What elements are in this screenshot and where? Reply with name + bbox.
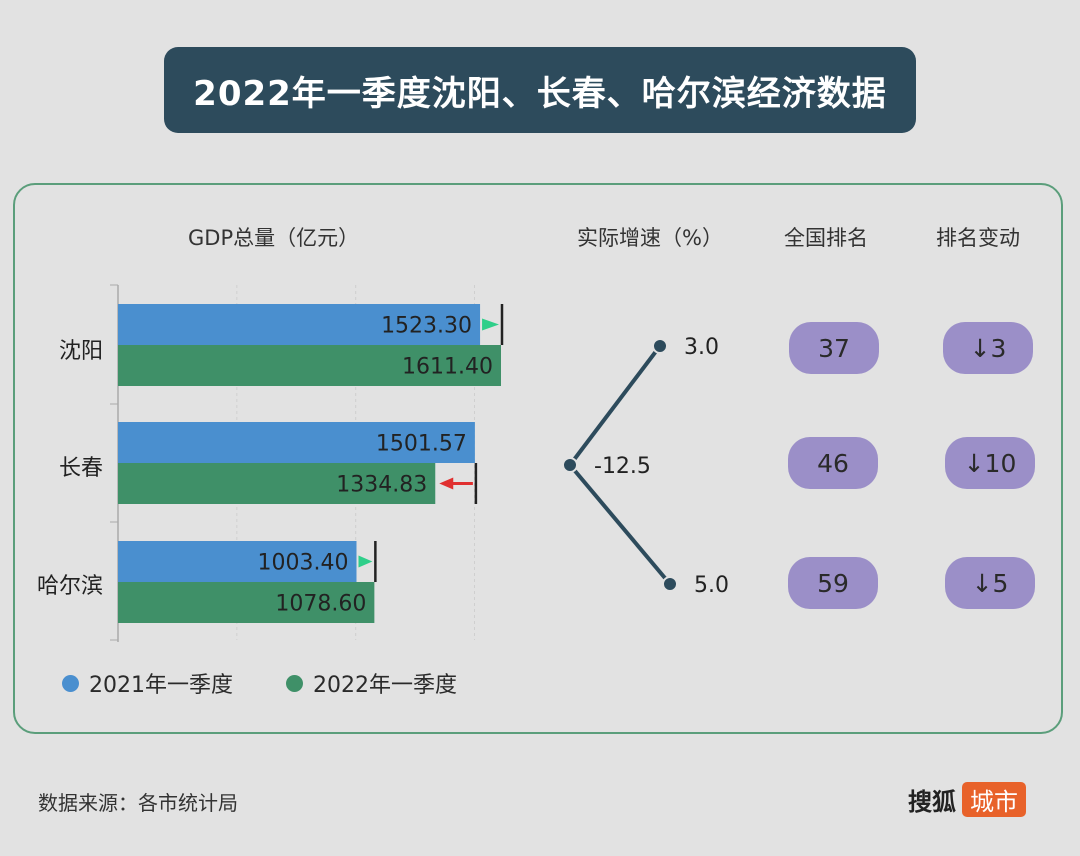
sohu-city-logo: 搜狐 城市 [908,782,1026,817]
legend-swatch [286,674,303,692]
chart-card [13,183,1063,734]
bar-value-label: 1078.60 [275,592,366,617]
logo-tag: 城市 [962,782,1026,817]
decrease-arrow-icon [439,477,454,490]
rank-badge: 46 [788,437,878,489]
bar [118,422,475,463]
rank-change-badge: ↓10 [945,437,1035,489]
bar-value-label: 1003.40 [258,551,349,576]
category-label: 长春 [59,456,103,481]
increase-arrow-icon [482,318,499,331]
bar [118,463,436,504]
data-source: 数据来源：各市统计局 [38,791,238,815]
bar [118,304,481,345]
page-title: 2022年一季度沈阳、长春、哈尔滨经济数据 [164,47,916,133]
rank-badge: 37 [789,322,879,374]
bar [118,541,357,582]
rank-change-badge: ↓3 [943,322,1033,374]
growth-line [568,463,672,586]
growth-point [662,576,678,592]
growth-line [568,344,662,467]
bar [118,582,375,623]
growth-label: 5.0 [694,573,729,598]
legend-swatch [62,674,79,692]
legend-label: 2021年一季度 [89,673,233,698]
bar-value-label: 1523.30 [381,314,472,339]
header-rank-change: 排名变动 [936,226,1020,250]
header-rank: 全国排名 [784,226,868,250]
growth-point [652,338,668,354]
growth-label: -12.5 [594,454,651,479]
growth-label: 3.0 [684,335,719,360]
category-label: 哈尔滨 [37,574,103,599]
legend-label: 2022年一季度 [313,673,457,698]
rank-change-badge: ↓5 [945,557,1035,609]
growth-point [562,457,578,473]
bar-value-label: 1501.57 [376,432,467,457]
increase-arrow-icon [358,555,373,568]
header-gdp: GDP总量（亿元） [188,226,360,250]
bar-value-label: 1334.83 [336,473,427,498]
category-label: 沈阳 [59,339,103,364]
header-growth: 实际增速（%） [577,226,723,250]
legend-item-2021: 2021年一季度 [62,667,233,699]
rank-badge: 59 [788,557,878,609]
logo-brand: 搜狐 [908,788,956,816]
legend-item-2022: 2022年一季度 [286,667,457,699]
bar [118,345,501,386]
bar-value-label: 1611.40 [402,355,493,380]
